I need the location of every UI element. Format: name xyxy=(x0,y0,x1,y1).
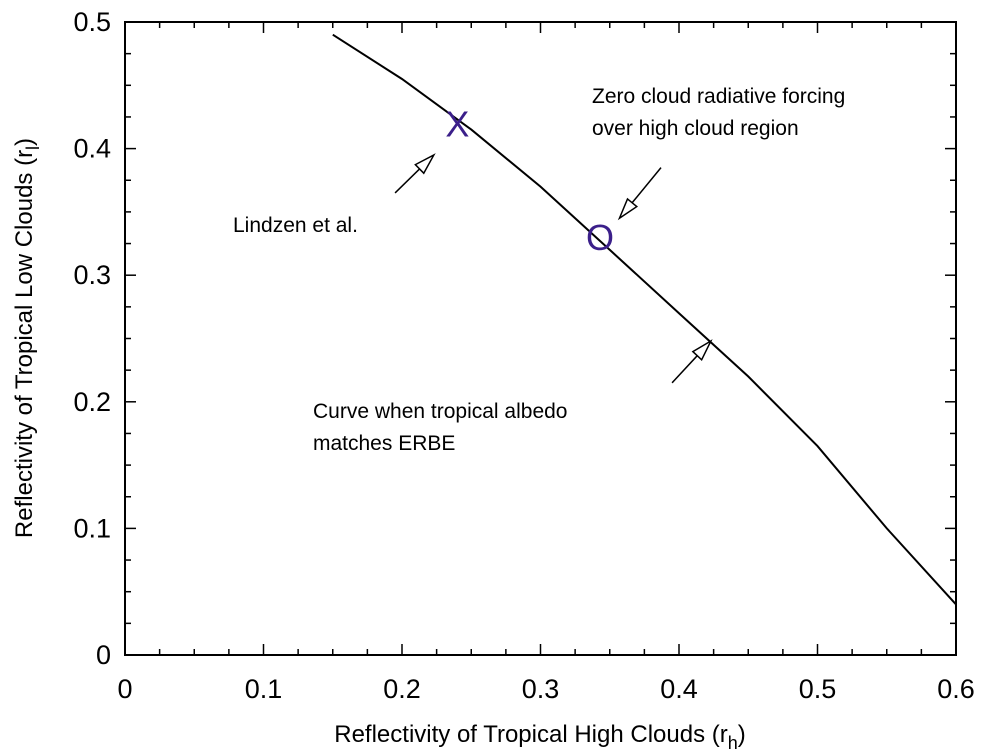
arrow-shaft xyxy=(394,168,421,194)
x-tick-label: 0.4 xyxy=(660,674,698,704)
x-tick-label: 0 xyxy=(117,674,132,704)
x-axis-label: Reflectivity of Tropical High Clouds (rh… xyxy=(334,721,745,750)
x-axis-ticks xyxy=(124,22,957,655)
series-line xyxy=(332,33,957,606)
x-axis-tick-labels: 0 0.1 0.2 0.3 0.4 0.5 0.6 xyxy=(117,674,974,704)
annotation-text-line: Lindzen et al. xyxy=(233,214,358,237)
annotation-text-line: matches ERBE xyxy=(313,432,455,455)
arrow-head-icon xyxy=(617,197,639,221)
marker-x: X xyxy=(445,103,469,144)
plot-frame xyxy=(124,21,957,656)
y-tick-label: 0.3 xyxy=(73,260,111,290)
y-tick-label: 0.1 xyxy=(73,513,111,543)
arrow-shaft xyxy=(671,355,698,384)
y-axis-tick-labels: 0 0.1 0.2 0.3 0.4 0.5 xyxy=(73,7,111,670)
annotation-text-line: Curve when tropical albedo xyxy=(313,400,567,423)
y-axis-label: Reflectivity of Tropical Low Clouds (rl) xyxy=(11,138,43,538)
x-tick-label: 0.1 xyxy=(245,674,283,704)
x-tick-label: 0.6 xyxy=(937,674,975,704)
x-tick-label: 0.5 xyxy=(799,674,837,704)
annotations: Lindzen et al. Zero cloud radiative forci… xyxy=(233,85,845,455)
x-tick-label: 0.2 xyxy=(383,674,421,704)
annotation-text-line: over high cloud region xyxy=(592,117,799,140)
y-axis-ticks xyxy=(125,21,956,656)
annotation-erbe-curve: Curve when tropical albedo matches ERBE xyxy=(313,339,713,455)
y-tick-label: 0.4 xyxy=(73,134,111,164)
y-tick-label: 0 xyxy=(96,640,111,670)
annotation-lindzen: Lindzen et al. xyxy=(233,153,436,237)
arrow-head-icon xyxy=(414,153,436,175)
y-tick-label: 0.5 xyxy=(73,7,111,37)
annotation-zero-forcing: Zero cloud radiative forcing over high cl… xyxy=(592,85,845,221)
point-markers: XO xyxy=(445,103,614,258)
annotation-text-line: Zero cloud radiative forcing xyxy=(592,85,845,108)
marker-o: O xyxy=(586,217,614,258)
x-tick-label: 0.3 xyxy=(522,674,560,704)
y-tick-label: 0.2 xyxy=(73,387,111,417)
arrow-head-icon xyxy=(691,339,713,362)
arrow-shaft xyxy=(631,167,662,204)
